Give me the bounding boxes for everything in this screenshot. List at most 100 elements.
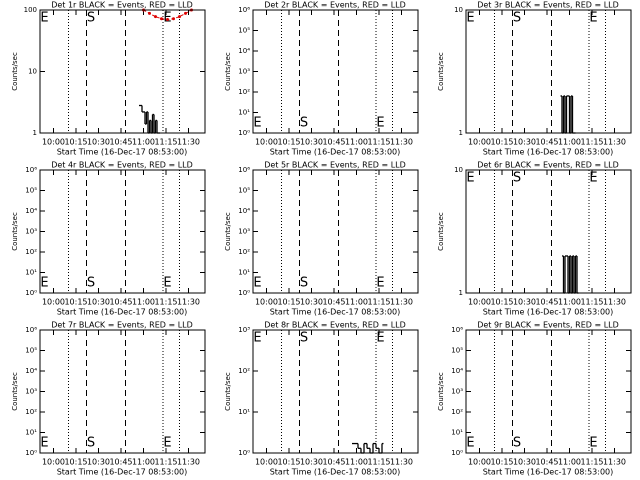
y-tick-label: 10⁶ — [25, 326, 37, 334]
x-axis-label: Start Time (16-Dec-17 08:53:00) — [57, 468, 188, 477]
plot-frame — [39, 329, 206, 454]
y-tick-label: 10⁵ — [238, 187, 250, 195]
marker-letter: E — [589, 436, 597, 451]
x-axis-label: Start Time (16-Dec-17 08:53:00) — [483, 468, 614, 477]
y-tick-label: 10⁶ — [238, 6, 250, 14]
lld-point — [178, 15, 181, 19]
x-tick-label: 10:30 — [300, 298, 323, 307]
x-axis-label: Start Time (16-Dec-17 08:53:00) — [270, 468, 401, 477]
lld-point — [154, 15, 157, 19]
x-tick-label: 11:00 — [558, 138, 581, 147]
x-tick-label: 11:15 — [580, 298, 603, 307]
x-tick-label: 10:30 — [513, 138, 536, 147]
x-tick-label: 11:15 — [154, 298, 177, 307]
y-tick-label: 10⁶ — [451, 326, 463, 334]
x-tick-label: 10:15 — [277, 298, 300, 307]
x-tick-label: 10:30 — [87, 138, 110, 147]
y-tick-label: 1 — [33, 129, 37, 137]
y-tick-label: 10⁴ — [238, 47, 250, 55]
x-axis-label: Start Time (16-Dec-17 08:53:00) — [57, 308, 188, 317]
x-tick-label: 10:45 — [322, 138, 345, 147]
y-tick-label: 10⁴ — [25, 207, 37, 215]
marker-letter: E — [376, 116, 384, 131]
x-tick-label: 11:00 — [558, 298, 581, 307]
panel-title: Det 3r BLACK = Events, RED = LLD — [477, 1, 619, 10]
x-tick-label: 11:00 — [132, 138, 155, 147]
x-tick-label: 11:00 — [345, 298, 368, 307]
marker-letter: E — [40, 276, 48, 291]
x-tick-label: 10:45 — [109, 298, 132, 307]
y-tick-label: 10¹ — [238, 269, 250, 277]
x-tick-label: 11:30 — [390, 298, 413, 307]
marker-letter: E — [589, 171, 597, 186]
y-tick-label: 10³ — [238, 68, 250, 76]
x-tick-label: 10:30 — [300, 138, 323, 147]
marker-letter: S — [513, 171, 521, 186]
y-tick-label: 10¹ — [25, 269, 37, 277]
marker-letter: S — [87, 276, 95, 291]
panel-title: Det 5r BLACK = Events, RED = LLD — [264, 161, 406, 170]
x-tick-label: 11:15 — [154, 458, 177, 467]
y-tick-label: 10² — [238, 248, 250, 256]
y-tick-label: 10⁵ — [238, 27, 250, 35]
y-tick-label: 10 — [454, 6, 463, 14]
x-tick-label: 10:15 — [490, 458, 513, 467]
lld-point — [160, 17, 163, 21]
x-axis-label: Start Time (16-Dec-17 08:53:00) — [483, 148, 614, 157]
x-tick-label: 10:15 — [64, 138, 87, 147]
plot-frame — [252, 329, 419, 454]
x-tick-label: 10:15 — [277, 138, 300, 147]
x-tick-label: 10:30 — [87, 458, 110, 467]
y-axis-label: Counts/sec — [224, 372, 232, 411]
x-tick-label: 10:30 — [300, 458, 323, 467]
y-tick-label: 100 — [24, 6, 37, 14]
x-axis-label: Start Time (16-Dec-17 08:53:00) — [57, 148, 188, 157]
y-tick-label: 10⁰ — [238, 449, 250, 457]
x-tick-label: 11:30 — [177, 298, 200, 307]
x-tick-label: 11:15 — [154, 138, 177, 147]
y-tick-label: 1 — [459, 129, 463, 137]
x-tick-label: 11:15 — [367, 138, 390, 147]
marker-letter: E — [40, 436, 48, 451]
y-tick-label: 10⁵ — [25, 347, 37, 355]
lld-point — [184, 11, 187, 15]
y-axis-label: Counts/sec — [437, 372, 445, 411]
x-tick-label: 11:00 — [345, 138, 368, 147]
marker-letter: E — [466, 11, 474, 26]
plot-frame — [465, 329, 632, 454]
x-tick-label: 11:00 — [132, 298, 155, 307]
plot-frame — [39, 169, 206, 294]
x-tick-label: 10:30 — [87, 298, 110, 307]
x-tick-label: 11:00 — [132, 458, 155, 467]
x-tick-label: 10:15 — [64, 298, 87, 307]
y-tick-label: 10⁰ — [451, 449, 463, 457]
x-tick-label: 10:45 — [535, 458, 558, 467]
x-tick-label: 10:45 — [109, 138, 132, 147]
x-axis-label: Start Time (16-Dec-17 08:53:00) — [270, 148, 401, 157]
x-tick-label: 11:30 — [177, 138, 200, 147]
x-tick-label: 11:00 — [558, 458, 581, 467]
plot-frame — [39, 9, 206, 134]
y-tick-label: 10³ — [238, 228, 250, 236]
x-tick-label: 11:30 — [390, 458, 413, 467]
y-tick-label: 10⁶ — [25, 166, 37, 174]
marker-letter: S — [300, 331, 308, 346]
y-tick-label: 10² — [25, 248, 37, 256]
panel-title: Det 8r BLACK = Events, RED = LLD — [264, 321, 406, 330]
x-tick-label: 11:30 — [177, 458, 200, 467]
y-tick-label: 10³ — [451, 388, 463, 396]
x-tick-label: 10:45 — [322, 298, 345, 307]
x-tick-label: 11:15 — [367, 458, 390, 467]
y-tick-label: 10¹ — [238, 109, 250, 117]
y-tick-label: 10⁴ — [451, 367, 463, 375]
y-tick-label: 10² — [451, 408, 463, 416]
panel-title: Det 1r BLACK = Events, RED = LLD — [51, 1, 193, 10]
x-tick-label: 10:15 — [277, 458, 300, 467]
marker-letter: S — [300, 276, 308, 291]
x-tick-label: 10:45 — [322, 458, 345, 467]
x-tick-label: 10:15 — [64, 458, 87, 467]
y-tick-label: 10³ — [25, 388, 37, 396]
marker-letter: S — [87, 11, 95, 26]
x-tick-label: 11:15 — [580, 138, 603, 147]
